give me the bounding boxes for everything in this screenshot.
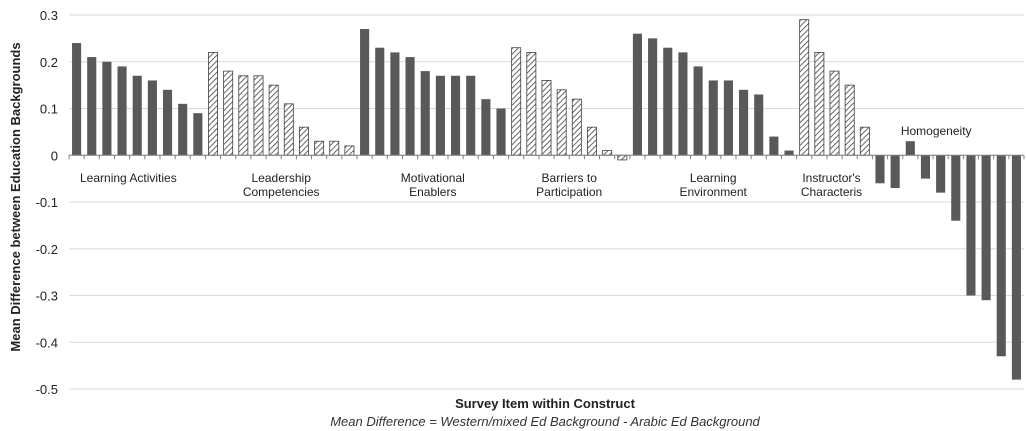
group-label-learning-activities: Learning Activities [80,171,177,185]
bar-instructor-s-characteris-4 [844,84,855,156]
bar-barriers-to-participation-7 [602,150,613,156]
bar-learning-environment-11 [784,150,794,156]
group-label-line: Learning Activities [80,171,177,185]
bar-learning-activities-5 [132,75,142,156]
y-tick-label: -0.3 [36,289,58,304]
bar-learning-environment-8 [739,89,749,156]
group-label-homogeneity: Homogeneity [901,124,972,138]
bar-learning-activities-7 [162,89,173,156]
group-label-line: Characteris [801,185,862,199]
bar-learning-environment-4 [678,52,688,156]
bar-homogeneity-8 [981,155,991,301]
bar-motivational-enablers-2 [375,47,385,156]
bar-homogeneity-10 [1011,155,1021,380]
bar-leadership-competencies-9 [329,140,340,156]
y-tick-label: 0 [51,148,58,163]
y-tick-label: -0.5 [36,382,58,397]
y-tick-label: -0.1 [36,195,58,210]
bar-learning-activities-8 [178,103,188,156]
group-label-instructor-s-characteris: Instructor's Characteris [801,171,862,199]
y-tick-label: -0.2 [36,242,58,257]
bar-learning-activities-3 [102,61,112,156]
bar-learning-environment-9 [754,94,764,156]
bar-learning-environment-7 [723,80,733,156]
bar-learning-environment-1 [632,33,642,156]
bar-learning-environment-5 [693,66,703,156]
bar-motivational-enablers-5 [420,71,430,156]
group-label-line: Leadership [252,171,312,185]
bar-leadership-competencies-10 [344,145,355,156]
bar-leadership-competencies-8 [314,140,325,156]
group-label-line: Barriers to [542,171,598,185]
y-tick-label: -0.4 [36,335,58,350]
bar-homogeneity-9 [996,155,1006,357]
bar-motivational-enablers-9 [481,99,491,156]
y-tick-label: 0.2 [40,55,58,70]
bar-barriers-to-participation-3 [541,80,552,156]
group-label-line: Competencies [243,185,320,199]
group-label-line: Environment [680,185,748,199]
group-label-line: Homogeneity [901,124,972,138]
bar-motivational-enablers-4 [405,57,415,156]
bar-leadership-competencies-5 [268,84,279,156]
bar-learning-activities-4 [117,66,127,156]
bar-learning-environment-2 [648,38,658,156]
bar-instructor-s-characteris-3 [829,70,840,156]
bar-homogeneity-5 [936,155,946,193]
bar-homogeneity-3 [905,141,915,156]
bar-leadership-competencies-1 [208,52,218,156]
bar-motivational-enablers-7 [451,75,461,156]
bar-leadership-competencies-2 [223,70,234,156]
group-label-leadership-competencies: Leadership Competencies [243,171,320,199]
bar-learning-environment-6 [708,80,718,156]
mean-difference-note: Mean Difference = Western/mixed Ed Backg… [330,414,760,429]
group-label-motivational-enablers: Motivational Enablers [401,171,465,199]
bar-homogeneity-1 [875,155,885,184]
bar-learning-activities-2 [87,57,97,156]
x-axis-title: Survey Item within Construct [455,396,636,411]
bar-barriers-to-participation-1 [511,47,522,156]
bar-barriers-to-participation-5 [571,98,582,156]
bar-learning-activities-1 [72,43,82,156]
bar-motivational-enablers-1 [360,29,370,156]
bar-barriers-to-participation-6 [587,126,597,156]
bar-instructor-s-characteris-1 [799,19,810,156]
bar-homogeneity-2 [890,155,900,188]
bar-leadership-competencies-6 [283,103,294,156]
bar-motivational-enablers-6 [435,75,445,156]
bar-learning-environment-10 [769,136,779,156]
bar-barriers-to-participation-8 [617,154,628,161]
bar-barriers-to-participation-2 [526,52,537,156]
bar-learning-activities-6 [147,80,157,156]
group-label-learning-environment: Learning Environment [680,171,748,199]
bar-leadership-competencies-3 [238,75,249,156]
bar-leadership-competencies-4 [253,75,264,156]
bar-leadership-competencies-7 [299,126,309,156]
group-labels: Learning Activities Leadership Competencie… [68,124,1025,199]
group-label-line: Learning [690,171,737,185]
bar-instructor-s-characteris-2 [814,52,825,156]
y-axis-title: Mean Difference between Education Backgr… [8,42,23,351]
bar-barriers-to-participation-4 [556,89,567,156]
group-label-line: Motivational [401,171,465,185]
bar-motivational-enablers-8 [466,75,476,156]
y-tick-label: 0.3 [40,8,58,23]
group-label-line: Enablers [409,185,456,199]
group-label-barriers-to-participation: Barriers to Participation [536,171,602,199]
bar-homogeneity-7 [966,155,976,296]
bar-learning-environment-3 [663,47,673,156]
group-label-line: Participation [536,185,602,199]
bar-homogeneity-6 [951,155,961,221]
bars [72,19,1021,380]
y-tick-label: 0.1 [40,102,58,117]
bar-motivational-enablers-3 [390,52,400,156]
group-label-line: Instructor's [802,171,860,185]
bar-motivational-enablers-10 [496,108,506,156]
bar-learning-activities-9 [193,113,203,156]
y-tick-labels: 0.3 0.2 0.1 0 -0.1 -0.2 -0.3 -0.4 -0.5 [36,8,58,397]
bar-instructor-s-characteris-5 [859,126,870,156]
bar-homogeneity-4 [920,155,931,179]
